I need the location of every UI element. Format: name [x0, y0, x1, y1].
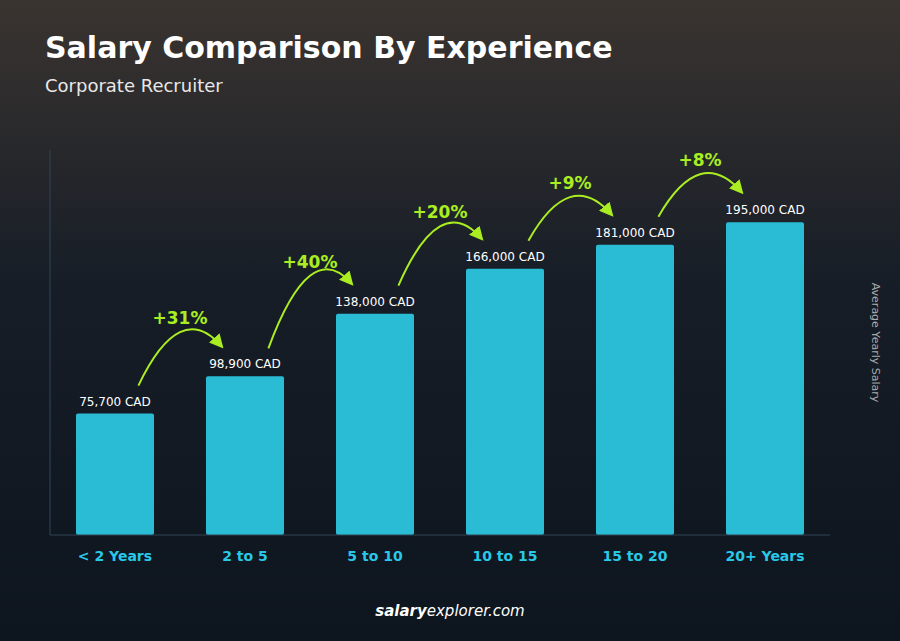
y-axis-label: Average Yearly Salary — [869, 283, 882, 403]
annotation: +31% — [153, 308, 208, 328]
bar — [206, 376, 284, 535]
bar — [76, 414, 154, 535]
subtitle: Corporate Recruiter — [45, 75, 223, 96]
annotation: +9% — [548, 173, 591, 193]
change-arrows — [138, 173, 741, 386]
footer-part: salary — [375, 602, 428, 620]
y-axis-line — [50, 150, 51, 535]
footer: salaryexplorer.com — [375, 602, 524, 620]
chart-svg: Salary Comparison By Experience Corporate… — [0, 0, 900, 641]
x-tick-label: 5 to 10 — [347, 548, 403, 564]
bar — [336, 314, 414, 535]
annotation: +40% — [283, 252, 338, 272]
data-label: 138,000 CAD — [335, 295, 414, 309]
title: Salary Comparison By Experience — [45, 30, 613, 65]
data-label: 166,000 CAD — [465, 250, 544, 264]
x-tick-label: < 2 Years — [78, 548, 152, 564]
change-arrow — [398, 223, 481, 286]
change-arrow — [658, 173, 741, 217]
data-label: 75,700 CAD — [79, 395, 151, 409]
footer-part: explorer.com — [427, 602, 525, 620]
annotation: +8% — [678, 150, 721, 170]
bar — [596, 245, 674, 535]
chart-container: Salary Comparison By Experience Corporate… — [0, 0, 900, 641]
x-tick-label: 15 to 20 — [602, 548, 667, 564]
data-label: 181,000 CAD — [595, 226, 674, 240]
x-tick-label: 10 to 15 — [472, 548, 537, 564]
change-arrow — [138, 329, 221, 385]
x-axis-line — [50, 535, 830, 536]
background — [0, 0, 900, 641]
change-arrow — [528, 196, 611, 241]
data-label: 98,900 CAD — [209, 357, 281, 371]
data-label: 195,000 CAD — [725, 203, 804, 217]
x-tick-label: 2 to 5 — [222, 548, 268, 564]
annotation: +20% — [413, 202, 468, 222]
bar — [726, 222, 804, 535]
bars — [76, 222, 804, 535]
change-arrow — [268, 269, 351, 348]
x-tick-label: 20+ Years — [725, 548, 804, 564]
bar — [466, 269, 544, 535]
